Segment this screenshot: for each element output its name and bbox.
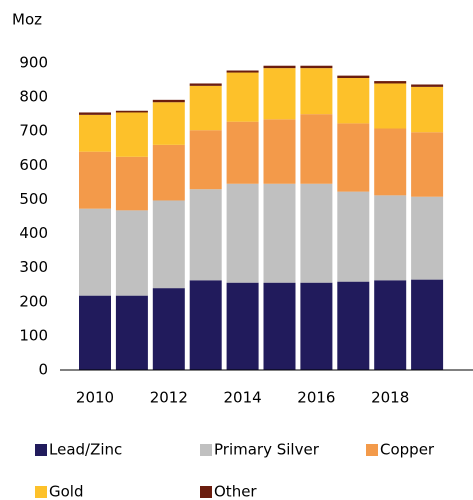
y-tick-label: 300: [19, 258, 48, 276]
bar-segment: [374, 83, 407, 129]
bar-segment: [300, 282, 333, 370]
bar-segment: [79, 208, 111, 296]
legend-swatch: [200, 444, 212, 456]
legend-label: Primary Silver: [214, 441, 320, 459]
y-tick-label: 0: [38, 361, 48, 379]
bar-segment: [226, 72, 259, 122]
bar-segment: [79, 112, 111, 115]
x-tick-label: 2016: [297, 389, 335, 407]
x-tick-label: 2010: [76, 389, 114, 407]
bar-segment: [152, 99, 185, 103]
bar-segment: [411, 84, 444, 87]
y-tick-label: 500: [19, 190, 48, 208]
bar-segment: [79, 114, 111, 152]
bar-segment: [152, 102, 185, 145]
bar-segment: [226, 121, 259, 184]
bar-segment: [263, 282, 296, 370]
bar-segment: [263, 119, 296, 184]
bar-segment: [115, 110, 148, 113]
bar-segment: [337, 191, 370, 282]
legend-label: Other: [214, 483, 257, 500]
bar-segment: [115, 295, 148, 370]
bar-segment: [374, 195, 407, 281]
x-tick-label: 2018: [371, 389, 409, 407]
y-tick-label: 200: [19, 292, 48, 310]
bar-segment: [189, 130, 222, 190]
bar-segment: [226, 183, 259, 283]
legend-swatch: [35, 444, 47, 456]
bar-segment: [263, 65, 296, 69]
bar-segment: [79, 151, 111, 209]
bar-segment: [152, 144, 185, 201]
bar-segment: [189, 83, 222, 86]
bar-segment: [411, 279, 444, 370]
bar-segment: [189, 280, 222, 370]
bar-segment: [337, 75, 370, 79]
y-tick-label: 600: [19, 156, 48, 174]
bar-segment: [300, 183, 333, 283]
bar-segment: [337, 123, 370, 192]
bar-segment: [263, 68, 296, 120]
legend-swatch: [366, 444, 378, 456]
bar-segment: [263, 183, 296, 283]
y-tick-label: 700: [19, 122, 48, 140]
legend-label: Copper: [380, 441, 435, 459]
bar-segment: [115, 156, 148, 211]
x-tick-label: 2014: [224, 389, 262, 407]
legend-label: Lead/Zinc: [49, 441, 122, 459]
y-tick-label: 100: [19, 326, 48, 344]
y-tick-label: 900: [19, 54, 48, 72]
bar-segment: [300, 68, 333, 115]
x-tick-label: 2012: [150, 389, 188, 407]
legend-swatch: [200, 486, 212, 498]
bar-segment: [226, 70, 259, 73]
bar-segment: [189, 85, 222, 131]
bar-segment: [79, 295, 111, 370]
bar-segment: [189, 189, 222, 281]
bar-segment: [374, 280, 407, 370]
bar-segment: [337, 281, 370, 370]
legend-swatch: [35, 486, 47, 498]
y-tick-label: 400: [19, 224, 48, 242]
bar-segment: [152, 200, 185, 289]
bar-segment: [374, 81, 407, 84]
bar-segment: [226, 282, 259, 370]
bar-segment: [374, 128, 407, 196]
y-axis-label: Moz: [12, 11, 42, 29]
bar-segment: [337, 78, 370, 124]
bar-segment: [411, 86, 444, 133]
bar-segment: [300, 114, 333, 184]
legend-label: Gold: [49, 483, 84, 500]
bar-segment: [411, 196, 444, 280]
bar-segment: [115, 210, 148, 296]
y-tick-label: 800: [19, 88, 48, 106]
bar-segment: [115, 112, 148, 157]
bar-segment: [300, 65, 333, 69]
bar-segment: [152, 288, 185, 370]
bar-segment: [411, 132, 444, 197]
